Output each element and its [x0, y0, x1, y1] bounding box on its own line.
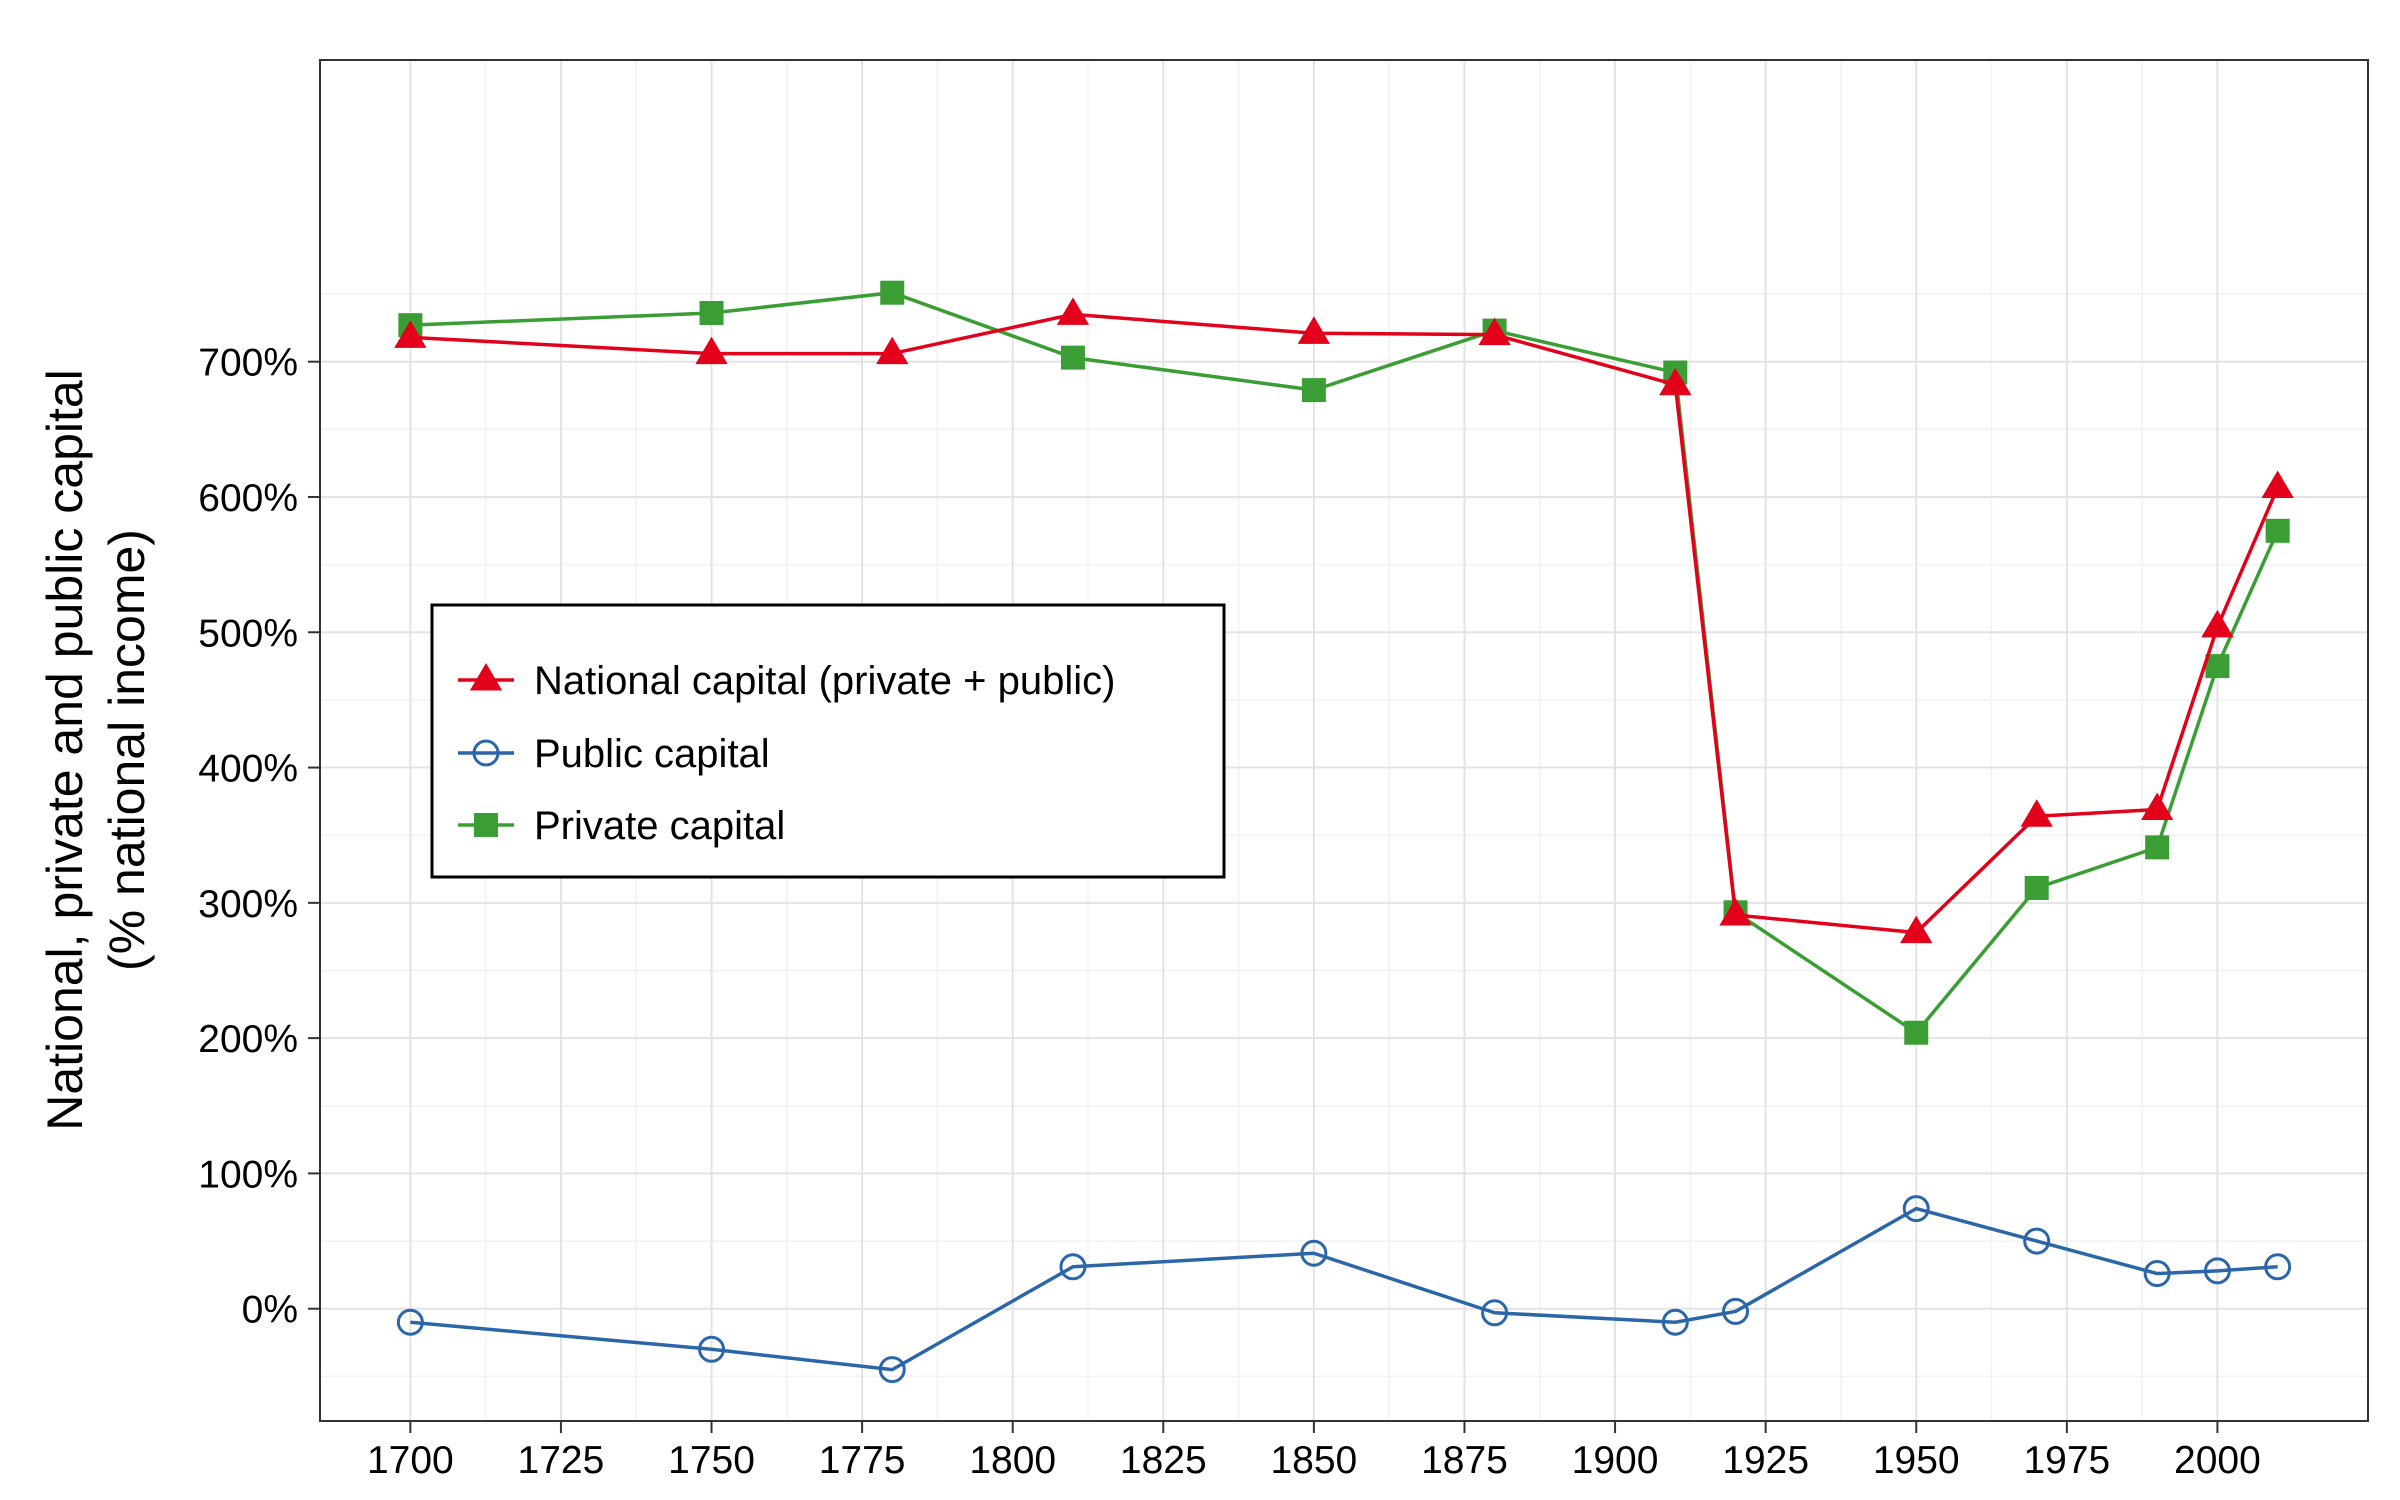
x-tick-label: 1750 — [668, 1439, 755, 1482]
legend-item: Private capital — [458, 804, 785, 848]
data-point — [695, 336, 728, 365]
data-point — [878, 1356, 906, 1384]
series-national-capital-private-public — [394, 297, 2294, 944]
data-point — [1722, 1297, 1750, 1325]
data-point — [2143, 1260, 2171, 1288]
y-axis-label: National, private and public capital (% … — [37, 369, 155, 1131]
y-tick-label: 200% — [198, 1018, 298, 1061]
data-point — [1297, 316, 1331, 344]
legend-item: National capital (private + public) — [458, 659, 1115, 703]
legend: National capital (private + public) Publi… — [430, 603, 1226, 879]
data-point — [1661, 1308, 1689, 1336]
data-point — [2141, 792, 2174, 821]
x-tick-label: 1725 — [518, 1439, 605, 1482]
data-point — [2020, 799, 2053, 827]
plot-border — [319, 59, 2369, 1422]
y-tick-label: 500% — [198, 612, 298, 655]
y-tick-label: 700% — [198, 342, 298, 385]
data-point — [1900, 915, 1933, 944]
x-tick-label: 1825 — [1120, 1439, 1207, 1482]
legend-label: National capital (private + public) — [534, 659, 1115, 703]
legend-label: Public capital — [534, 732, 770, 776]
data-point — [1904, 1020, 1929, 1045]
data-point — [2265, 518, 2290, 543]
x-tick-label: 1800 — [969, 1439, 1056, 1482]
x-tick-label: 1875 — [1421, 1439, 1508, 1482]
data-point — [396, 1308, 424, 1336]
data-point — [2201, 609, 2234, 638]
legend-item: Public capital — [458, 732, 770, 776]
data-point — [2023, 1227, 2051, 1255]
data-point — [1719, 898, 1752, 926]
data-point — [394, 320, 427, 348]
minor-gridlines — [320, 60, 2368, 1421]
data-point — [1301, 378, 1326, 403]
data-point — [1060, 345, 1085, 370]
major-gridlines — [320, 60, 2368, 1421]
legend-label: Private capital — [534, 804, 785, 848]
data-point — [1056, 297, 1090, 325]
legend-marker — [472, 739, 500, 767]
x-tick-label: 1700 — [367, 1439, 454, 1482]
data-point — [2203, 1257, 2231, 1285]
data-point — [2264, 1253, 2292, 1281]
y-axis: 0% 100% 200% 300% 400% 500% 600% 700% — [198, 342, 320, 1332]
data-point — [880, 280, 905, 305]
y-axis-label-line-1: National, private and public capital — [37, 369, 93, 1131]
x-tick-label: 1850 — [1270, 1439, 1357, 1482]
data-point — [1659, 367, 1692, 396]
y-tick-label: 300% — [198, 883, 298, 926]
y-tick-label: 600% — [198, 477, 298, 520]
x-tick-label: 1775 — [819, 1439, 906, 1482]
y-tick-label: 400% — [198, 748, 298, 791]
data-point — [2145, 835, 2170, 860]
x-tick-label: 1950 — [1873, 1439, 1960, 1482]
x-tick-label: 1925 — [1722, 1439, 1809, 1482]
series-layer — [394, 280, 2294, 1384]
data-point — [1478, 317, 1511, 346]
data-point — [1481, 1299, 1509, 1327]
x-tick-label: 2000 — [2174, 1439, 2261, 1482]
y-tick-label: 100% — [198, 1153, 298, 1196]
data-point — [699, 300, 724, 325]
data-point — [2205, 654, 2230, 679]
series-public-capital — [396, 1195, 2292, 1384]
x-tick-label: 1900 — [1572, 1439, 1659, 1482]
legend-marker — [469, 663, 503, 691]
data-point — [2024, 875, 2049, 900]
legend-marker — [474, 813, 498, 837]
data-point — [1902, 1195, 1930, 1223]
data-point — [1059, 1253, 1087, 1281]
data-point — [876, 336, 909, 365]
y-axis-label-line-2: (% national income) — [99, 529, 155, 971]
x-tick-label: 1975 — [2023, 1439, 2110, 1482]
x-axis: 1700 1725 1750 1775 1800 1825 1850 1875 1900 1925… — [367, 1421, 2261, 1482]
data-point — [698, 1335, 726, 1363]
y-tick-label: 0% — [242, 1289, 298, 1332]
data-point — [1300, 1239, 1328, 1267]
series-line — [410, 1206, 2278, 1372]
data-point — [2261, 470, 2294, 499]
legend-box — [430, 603, 1226, 879]
